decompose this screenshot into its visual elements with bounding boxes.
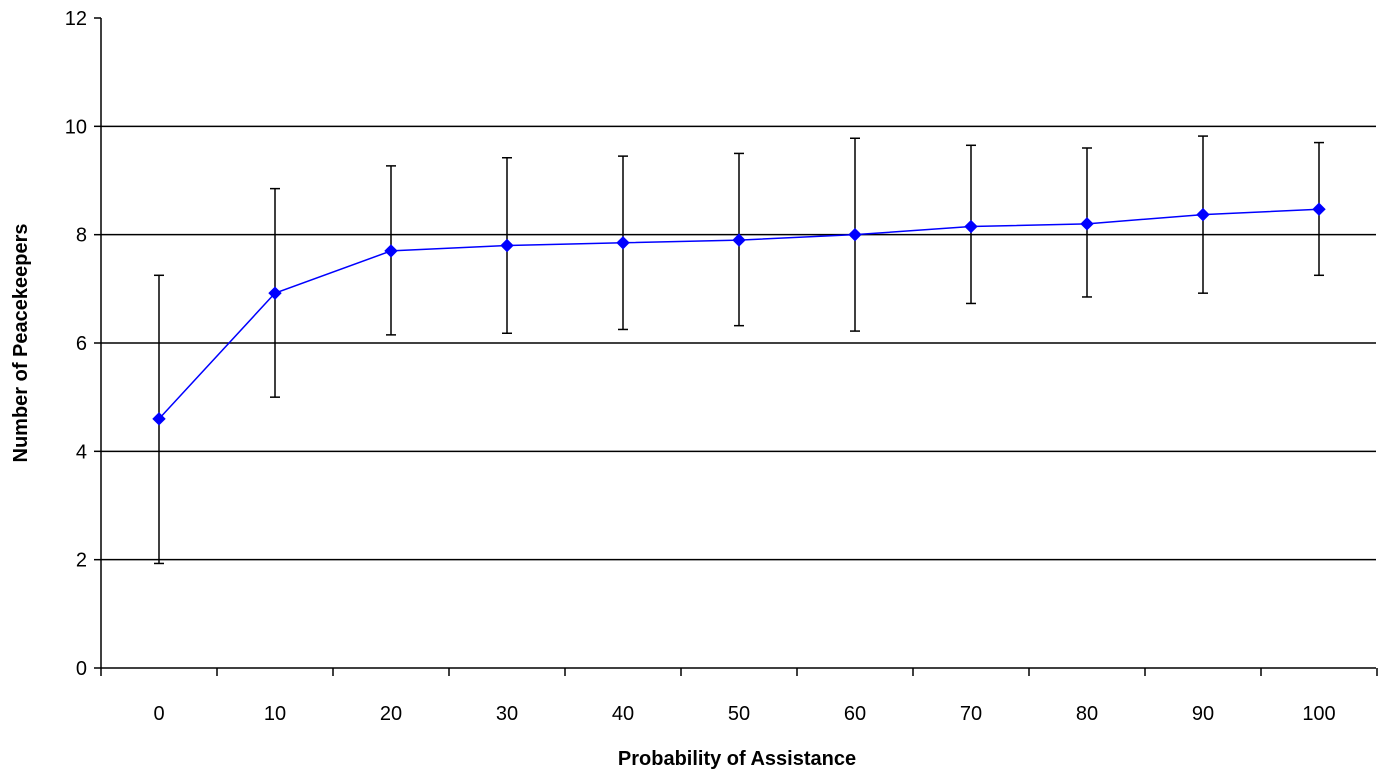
x-tick-label: 30 — [496, 703, 518, 725]
data-point — [500, 238, 514, 253]
y-tick-label: 6 — [76, 333, 87, 355]
x-axis-title: Probability of Assistance — [618, 748, 856, 770]
y-tick-label: 2 — [76, 550, 87, 572]
y-axis-title: Number of Peacekeepers — [10, 223, 32, 462]
y-tick-label: 10 — [65, 116, 87, 138]
x-tick-label: 80 — [1076, 703, 1098, 725]
data-point — [152, 412, 166, 426]
y-tick-label: 8 — [76, 225, 87, 247]
data-point — [1196, 207, 1210, 222]
x-tick-label: 10 — [264, 703, 286, 725]
data-point — [384, 244, 398, 258]
data-point — [848, 227, 862, 242]
x-tick-label: 70 — [960, 703, 982, 725]
x-tick-label: 50 — [728, 703, 750, 725]
y-tick-label: 0 — [76, 658, 87, 680]
data-point — [1312, 202, 1326, 216]
x-axis-ticks: 0 10 20 30 40 50 60 70 80 90 100 — [100, 668, 1378, 725]
y-axis-ticks: 0 2 4 6 8 10 12 — [65, 8, 101, 680]
data-point — [732, 233, 746, 247]
data-point — [964, 219, 978, 234]
error-bars — [154, 135, 1324, 565]
x-tick-label: 20 — [380, 703, 402, 725]
x-tick-label: 60 — [844, 703, 866, 725]
data-point — [616, 236, 630, 250]
x-tick-label: 90 — [1192, 703, 1214, 725]
x-tick-label: 40 — [612, 703, 634, 725]
y-tick-label: 12 — [65, 8, 87, 30]
data-point — [268, 286, 282, 300]
y-tick-label: 4 — [76, 441, 87, 463]
x-tick-label: 100 — [1302, 703, 1335, 725]
gridlines — [101, 125, 1376, 561]
x-tick-label: 0 — [153, 703, 164, 725]
data-markers — [152, 202, 1326, 426]
data-point — [1080, 217, 1094, 231]
